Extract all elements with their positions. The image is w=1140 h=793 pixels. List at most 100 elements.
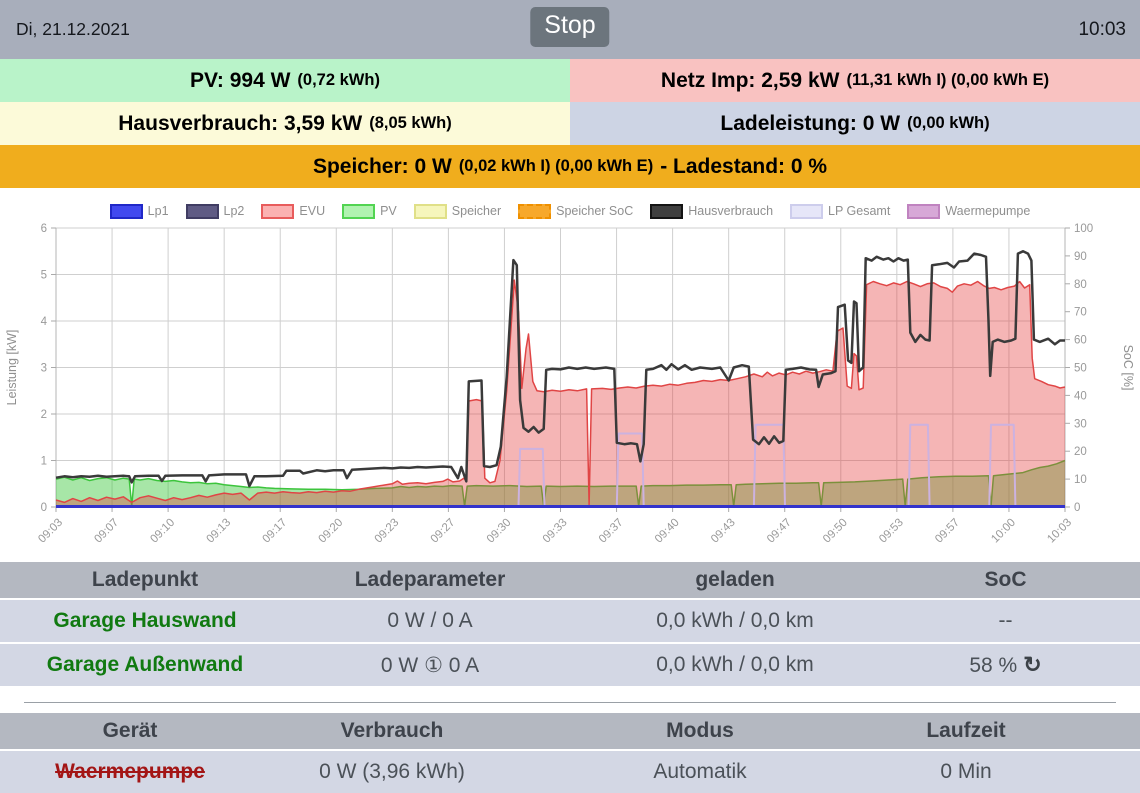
chart-legend: Lp1 Lp2 EVU PV Speicher Speicher SoC Hausverbr… [0, 200, 1140, 222]
svg-text:09:47: 09:47 [765, 517, 794, 546]
table-row-waermepumpe: Waermepumpe 0 W (3,96 kWh) Automatik 0 M… [0, 749, 1140, 793]
topbar: Di, 21.12.2021 Stop 10:03 [0, 0, 1140, 59]
charge-power-energy: (0,00 kWh) [907, 114, 990, 132]
legend-item-lp1[interactable]: Lp1 [109, 203, 169, 219]
svg-text:30: 30 [1074, 418, 1087, 430]
legend-item-lp-gesamt[interactable]: LP Gesamt [790, 203, 891, 219]
legend-swatch-icon [790, 203, 824, 219]
status-pv: PV: 994 W (0,72 kWh) [0, 59, 570, 102]
legend-label: Lp2 [223, 204, 245, 218]
legend-swatch-icon [185, 203, 219, 219]
svg-text:09:23: 09:23 [373, 517, 402, 546]
svg-text:09:17: 09:17 [261, 517, 290, 546]
clock-label: 10:03 [1078, 18, 1126, 40]
svg-text:0: 0 [1074, 502, 1080, 514]
series-line-evu [55, 279, 1066, 506]
legend-item-hausverbrauch[interactable]: Hausverbrauch [650, 203, 774, 219]
status-charge-power: Ladeleistung: 0 W (0,00 kWh) [570, 102, 1140, 145]
device-header-row: Gerät Verbrauch Modus Laufzeit [0, 713, 1140, 750]
charge-params-amps: 0 A [448, 653, 480, 677]
series-area-pv [56, 460, 1065, 507]
legend-label: PV [380, 204, 397, 218]
legend-swatch-icon [907, 203, 941, 219]
stop-button[interactable]: Stop [530, 7, 610, 47]
legend-label: EVU [299, 204, 326, 218]
legend-swatch-icon [342, 203, 376, 219]
svg-text:09:40: 09:40 [653, 517, 682, 546]
refresh-soc-icon[interactable]: ↻ [1023, 652, 1042, 677]
y2-axis-label: SoC [%] [1121, 345, 1135, 391]
svg-text:60: 60 [1074, 335, 1087, 347]
legend-item-speicher[interactable]: Speicher [413, 203, 501, 219]
chart-section: Lp1 Lp2 EVU PV Speicher Speicher SoC Hausverbr… [0, 188, 1140, 562]
charge-params-watts: 0 W [380, 653, 419, 677]
soc-cell: 58 % ↻ [900, 642, 1140, 686]
svg-text:50: 50 [1074, 363, 1087, 375]
status-house-consumption: Hausverbrauch: 3,59 kW (8,05 kWh) [0, 102, 570, 145]
svg-text:09:27: 09:27 [429, 517, 458, 546]
svg-text:70: 70 [1074, 307, 1087, 319]
status-grid-import: Netz Imp: 2,59 kW (11,31 kWh I) (0,00 kW… [570, 59, 1140, 102]
col-laufzeit: Laufzeit [876, 713, 1140, 750]
svg-text:09:43: 09:43 [709, 517, 738, 546]
col-modus: Modus [524, 713, 876, 750]
chargepoint-name[interactable]: Garage Hauswand [0, 598, 290, 643]
legend-label: Lp1 [147, 204, 169, 218]
legend-swatch-icon [261, 203, 295, 219]
svg-text:09:33: 09:33 [541, 517, 570, 546]
legend-item-evu[interactable]: EVU [261, 203, 326, 219]
phase-count-icon: ① [424, 653, 443, 677]
svg-text:4: 4 [41, 316, 48, 328]
svg-text:09:10: 09:10 [148, 517, 177, 546]
chargepoint-name[interactable]: Garage Außenwand [0, 642, 290, 686]
svg-text:80: 80 [1074, 279, 1087, 291]
legend-item-waermepumpe[interactable]: Waermepumpe [907, 203, 1031, 219]
section-divider [24, 702, 1116, 703]
legend-item-pv[interactable]: PV [342, 203, 397, 219]
svg-text:0: 0 [41, 502, 47, 514]
device-name[interactable]: Waermepumpe [0, 749, 260, 793]
svg-text:09:57: 09:57 [933, 517, 962, 546]
svg-text:90: 90 [1074, 251, 1087, 263]
table-row-garage-aussenwand: Garage Außenwand 0 W ① 0 A 0,0 kWh / 0,0… [0, 642, 1140, 686]
legend-label: LP Gesamt [828, 204, 891, 218]
legend-item-lp2[interactable]: Lp2 [185, 203, 245, 219]
legend-swatch-icon [518, 203, 552, 219]
legend-label: Speicher SoC [556, 204, 634, 218]
soc-value: 58 % [969, 654, 1018, 677]
svg-text:09:30: 09:30 [485, 517, 514, 546]
soc-value: -- [900, 598, 1140, 643]
svg-text:09:03: 09:03 [36, 517, 65, 546]
col-geraet: Gerät [0, 713, 260, 750]
svg-text:3: 3 [41, 363, 47, 375]
charge-power-value: Ladeleistung: 0 W [720, 111, 901, 135]
legend-swatch-icon [109, 203, 143, 219]
svg-text:10:00: 10:00 [989, 517, 1018, 546]
chargepoint-header-row: Ladepunkt Ladeparameter geladen SoC [0, 562, 1140, 599]
svg-text:09:37: 09:37 [597, 517, 626, 546]
svg-text:10:03: 10:03 [1045, 517, 1074, 546]
col-verbrauch: Verbrauch [260, 713, 524, 750]
svg-text:40: 40 [1074, 390, 1087, 402]
col-geladen: geladen [570, 562, 900, 599]
legend-label: Waermepumpe [945, 204, 1031, 218]
charge-params: 0 W / 0 A [290, 598, 570, 643]
legend-item-speicher-soc[interactable]: Speicher SoC [518, 203, 634, 219]
house-energy: (8,05 kWh) [369, 114, 452, 132]
house-value: Hausverbrauch: 3,59 kW [118, 111, 363, 135]
series-line-hausverbrauch [55, 250, 1065, 488]
charged-amount: 0,0 kWh / 0,0 km [570, 598, 900, 643]
pv-value: PV: 994 W [190, 68, 291, 92]
svg-text:2: 2 [41, 409, 47, 421]
legend-label: Hausverbrauch [688, 204, 774, 218]
svg-text:6: 6 [41, 223, 47, 235]
device-consumption: 0 W (3,96 kWh) [260, 749, 524, 793]
series-line-waermepumpe [56, 423, 1065, 508]
col-ladepunkt: Ladepunkt [0, 562, 290, 599]
storage-energy: (0,02 kWh I) (0,00 kWh E) [458, 157, 654, 175]
grid-import-value: Netz Imp: 2,59 kW [660, 68, 840, 92]
col-soc: SoC [900, 562, 1140, 599]
svg-text:09:20: 09:20 [317, 517, 346, 546]
device-runtime: 0 Min [876, 749, 1140, 793]
svg-text:09:07: 09:07 [92, 517, 121, 546]
